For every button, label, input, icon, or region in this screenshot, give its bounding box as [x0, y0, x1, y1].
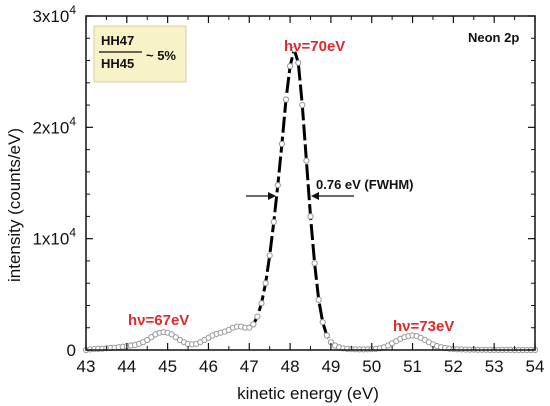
data-point: [311, 260, 318, 267]
data-point: [287, 63, 294, 70]
peak-label-73: hν=73eV: [393, 318, 454, 335]
data-point: [250, 321, 257, 328]
x-tick-label-44: 44: [117, 357, 136, 376]
data-point: [307, 213, 314, 220]
peak-label-70-nu: ν: [293, 38, 301, 55]
data-marks: [82, 46, 539, 354]
data-point: [168, 331, 175, 338]
x-tick-label-50: 50: [362, 357, 381, 376]
peak-label-73-nu: ν: [402, 318, 410, 335]
fwhm-annotation: 0.76 eV (FWHM): [246, 177, 414, 200]
peak-label-67-h: h: [128, 312, 137, 329]
y-tick-label-3: 3x104: [32, 3, 76, 26]
x-tick-label-47: 47: [240, 357, 259, 376]
ratio-inset: HH47 HH45 ~ 5%: [93, 25, 187, 83]
panel-label: Neon 2p: [468, 30, 519, 45]
data-point: [299, 102, 306, 109]
fwhm-label: 0.76 eV (FWHM): [316, 177, 414, 192]
data-point: [254, 313, 261, 320]
ratio-numerator: HH47: [101, 33, 134, 48]
fwhm-arrowhead-right: [311, 192, 319, 200]
fwhm-arrowhead-left: [268, 192, 276, 200]
ratio-denominator: HH45: [101, 56, 134, 71]
ratio-inset-box: [93, 25, 187, 83]
data-point: [144, 336, 151, 344]
peak-label-73-h: h: [393, 318, 402, 335]
x-tick-label-54: 54: [526, 357, 545, 376]
data-point: [246, 324, 253, 331]
data-point: [282, 96, 290, 103]
y-tick-label-0: 0: [67, 341, 76, 360]
data-point: [319, 319, 326, 326]
data-point: [278, 140, 285, 148]
peak-label-73-value: =73eV: [411, 318, 455, 335]
x-tick-label-52: 52: [444, 357, 463, 376]
data-point: [262, 280, 269, 287]
y-axis-title: intensity (counts/eV): [5, 128, 24, 282]
peak-label-70: hν=70eV: [284, 38, 345, 55]
y-tick-label-1: 1x104: [32, 226, 76, 249]
peak-label-70-h: h: [284, 38, 293, 55]
data-point: [323, 332, 330, 339]
data-point: [258, 300, 265, 307]
data-point: [274, 182, 281, 189]
x-axis-title: kinetic energy (eV): [237, 384, 379, 403]
data-point: [266, 252, 273, 259]
x-tick-label-51: 51: [403, 357, 422, 376]
x-tick-label-48: 48: [281, 357, 300, 376]
data-point: [291, 46, 298, 53]
ratio-value: ~ 5%: [146, 48, 176, 63]
data-point: [295, 59, 302, 66]
peak-label-67-value: =67eV: [146, 312, 190, 329]
data-point: [148, 334, 155, 341]
peak-label-67-nu: ν: [137, 312, 145, 329]
data-point: [270, 218, 277, 226]
y-tick-label-2: 2x104: [32, 114, 76, 137]
data-point: [172, 334, 179, 341]
x-tick-label-49: 49: [321, 357, 340, 376]
x-tick-label-53: 53: [485, 357, 504, 376]
peak-label-70-value: =70eV: [302, 38, 346, 55]
x-tick-label-43: 43: [77, 357, 96, 376]
axes: 43 44 45 46 47 48 49 50 51 52 53 54 0 1x104 2x104 3x104: [32, 3, 544, 376]
x-tick-label-45: 45: [158, 357, 177, 376]
peak-label-67: hν=67eV: [128, 312, 189, 329]
data-point: [315, 296, 322, 303]
data-point: [303, 157, 310, 164]
x-tick-label-46: 46: [199, 357, 218, 376]
